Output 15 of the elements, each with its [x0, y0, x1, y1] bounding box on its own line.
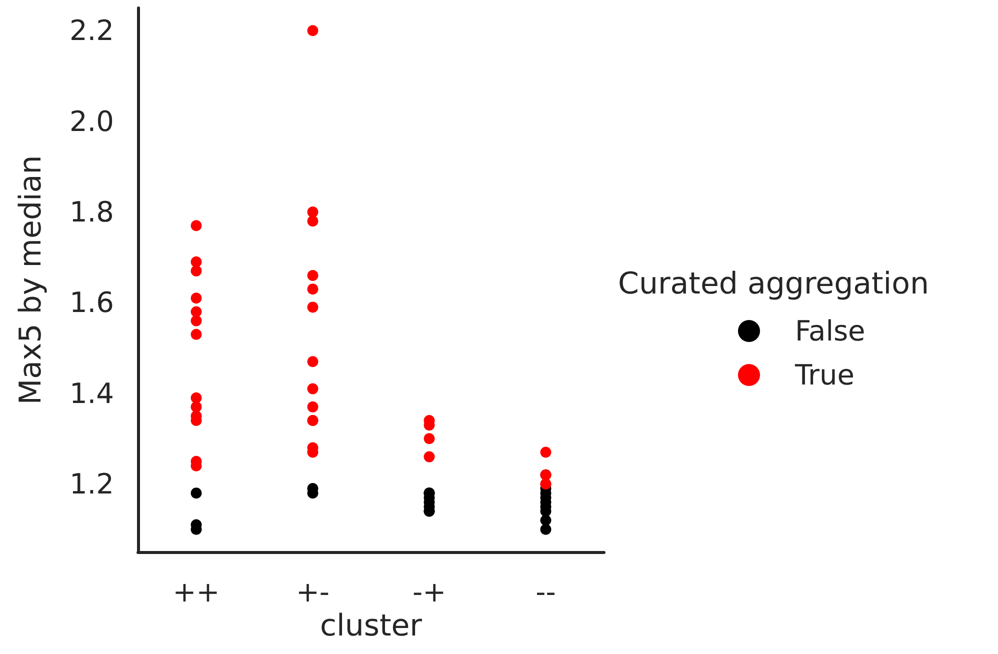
x-axis-title: cluster — [320, 608, 423, 644]
y-tick-label: 1.4 — [69, 376, 114, 410]
legend-label: True — [794, 358, 854, 392]
y-tick-label: 1.6 — [69, 286, 114, 320]
y-axis-title: Max5 by median — [14, 155, 48, 405]
x-tick-label: +- — [296, 576, 330, 608]
y-tick-label: 2.0 — [69, 104, 114, 138]
y-tick-label: 2.2 — [69, 14, 114, 48]
y-tick-label: 1.8 — [69, 196, 114, 228]
x-tick-label: -+ — [412, 576, 446, 608]
legend-label: False — [795, 314, 866, 348]
y-tick-label: 1.2 — [69, 468, 114, 500]
x-tick-label: -- — [536, 576, 556, 608]
x-tick-label: ++ — [172, 576, 220, 608]
legend-title: Curated aggregation — [618, 266, 929, 302]
